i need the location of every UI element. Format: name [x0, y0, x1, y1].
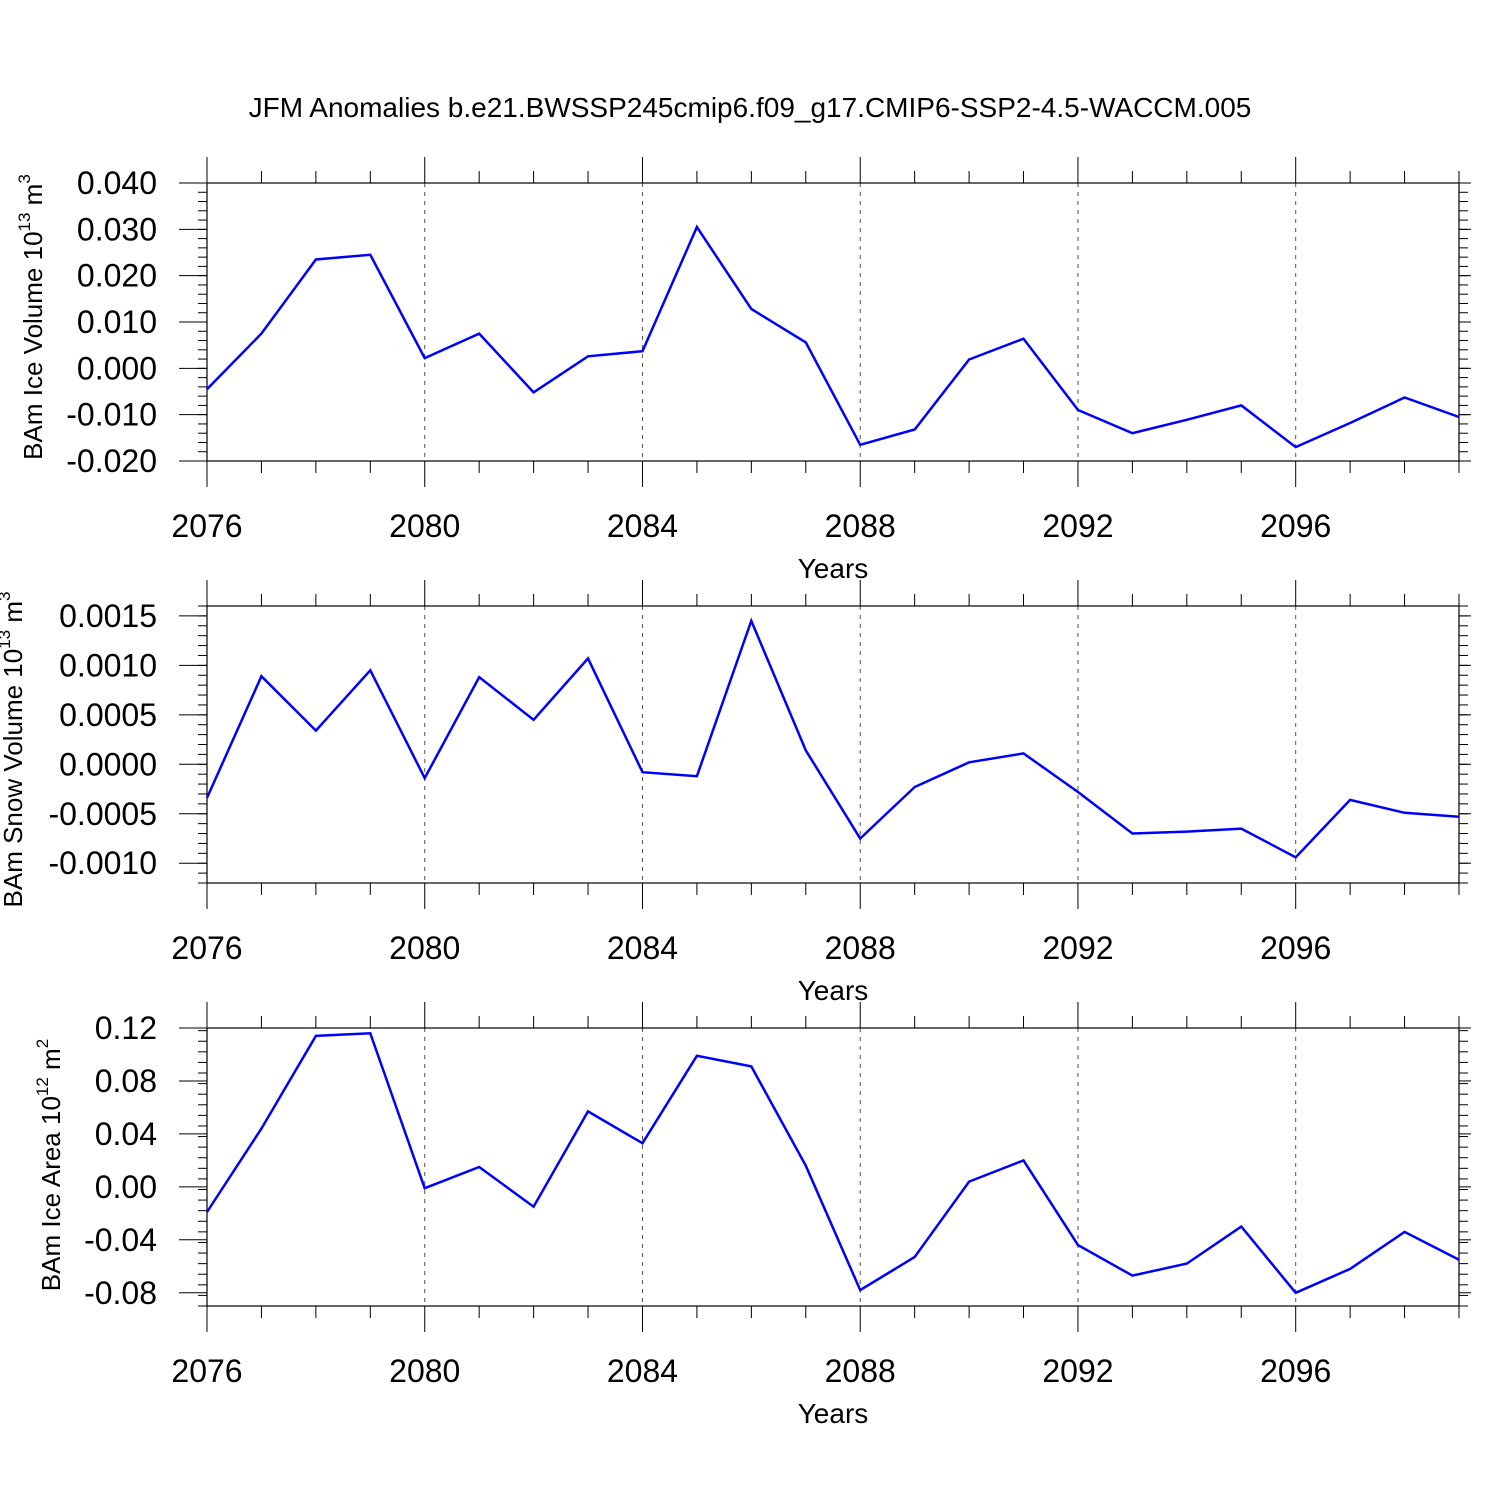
y-tick-label: 0.00: [95, 1169, 157, 1205]
x-tick-label: 2076: [171, 930, 242, 966]
chart-panel-3: -0.08 -0.04 0.00 0.04 0.08 0.12 2076 2080 2084 20…: [33, 1002, 1471, 1429]
x-tick-label: 2092: [1042, 508, 1113, 544]
x-tick-label: 2088: [825, 508, 896, 544]
y-tick-label: -0.010: [66, 397, 157, 433]
x-tick-label: 2088: [825, 930, 896, 966]
y-tick-label: -0.08: [84, 1275, 157, 1311]
y-tick-label: 0.12: [95, 1010, 157, 1046]
series-line: [206, 224, 1460, 449]
y-tick-label: -0.020: [66, 443, 157, 479]
x-axis-label: Years: [798, 1398, 869, 1429]
plot-frame: [206, 182, 1460, 462]
x-tick-label: 2084: [607, 930, 678, 966]
y-tick-label: -0.04: [84, 1222, 157, 1258]
x-axis-label: Years: [798, 975, 869, 1006]
x-tick-label: 2076: [171, 508, 242, 544]
y-tick-label: 0.0000: [59, 746, 157, 782]
y-axis-label: BAm Ice Area 1012 m2: [33, 1039, 66, 1291]
x-tick-label: 2092: [1042, 1353, 1113, 1389]
y-tick-label: 0.08: [95, 1063, 157, 1099]
series-line: [205, 1032, 1460, 1295]
y-tick-label: -0.0005: [48, 796, 157, 832]
x-tick-label: 2080: [389, 930, 460, 966]
x-tick-label: 2084: [607, 1353, 678, 1389]
y-tick-label: -0.0010: [48, 845, 157, 881]
x-tick-label: 2084: [607, 508, 678, 544]
x-axis-label: Years: [798, 553, 869, 584]
y-axis-label: BAm Snow Volume 1013 m3: [0, 592, 28, 908]
plot-frame: [206, 1027, 1460, 1307]
x-tick-label: 2096: [1260, 1353, 1331, 1389]
x-tick-label: 2096: [1260, 508, 1331, 544]
y-tick-label: 0.000: [77, 350, 157, 386]
y-tick-label: 0.04: [95, 1116, 157, 1152]
y-axis-label: BAm Ice Volume 1013 m3: [15, 174, 48, 460]
x-tick-label: 2092: [1042, 930, 1113, 966]
x-tick-label: 2096: [1260, 930, 1331, 966]
y-tick-label: 0.010: [77, 304, 157, 340]
y-tick-label: 0.030: [77, 211, 157, 247]
y-tick-label: 0.040: [77, 165, 157, 201]
y-tick-label: 0.0015: [59, 598, 157, 634]
y-tick-label: 0.0010: [59, 647, 157, 683]
plot-frame: [206, 605, 1460, 884]
chart-panel-2: -0.0010 -0.0005 0.0000 0.0005 0.0010 0.0015 20…: [0, 580, 1471, 1006]
x-tick-label: 2088: [825, 1353, 896, 1389]
x-tick-label: 2080: [389, 508, 460, 544]
y-tick-label: 0.020: [77, 258, 157, 294]
y-tick-label: 0.0005: [59, 697, 157, 733]
x-tick-label: 2076: [171, 1353, 242, 1389]
x-tick-label: 2080: [389, 1353, 460, 1389]
chart-title: JFM Anomalies b.e21.BWSSP245cmip6.f09_g1…: [248, 92, 1252, 123]
series-line: [205, 617, 1460, 859]
chart-panel-1: -0.020 -0.010 0.000 0.010 0.020 0.030 0.040 207…: [15, 157, 1471, 584]
